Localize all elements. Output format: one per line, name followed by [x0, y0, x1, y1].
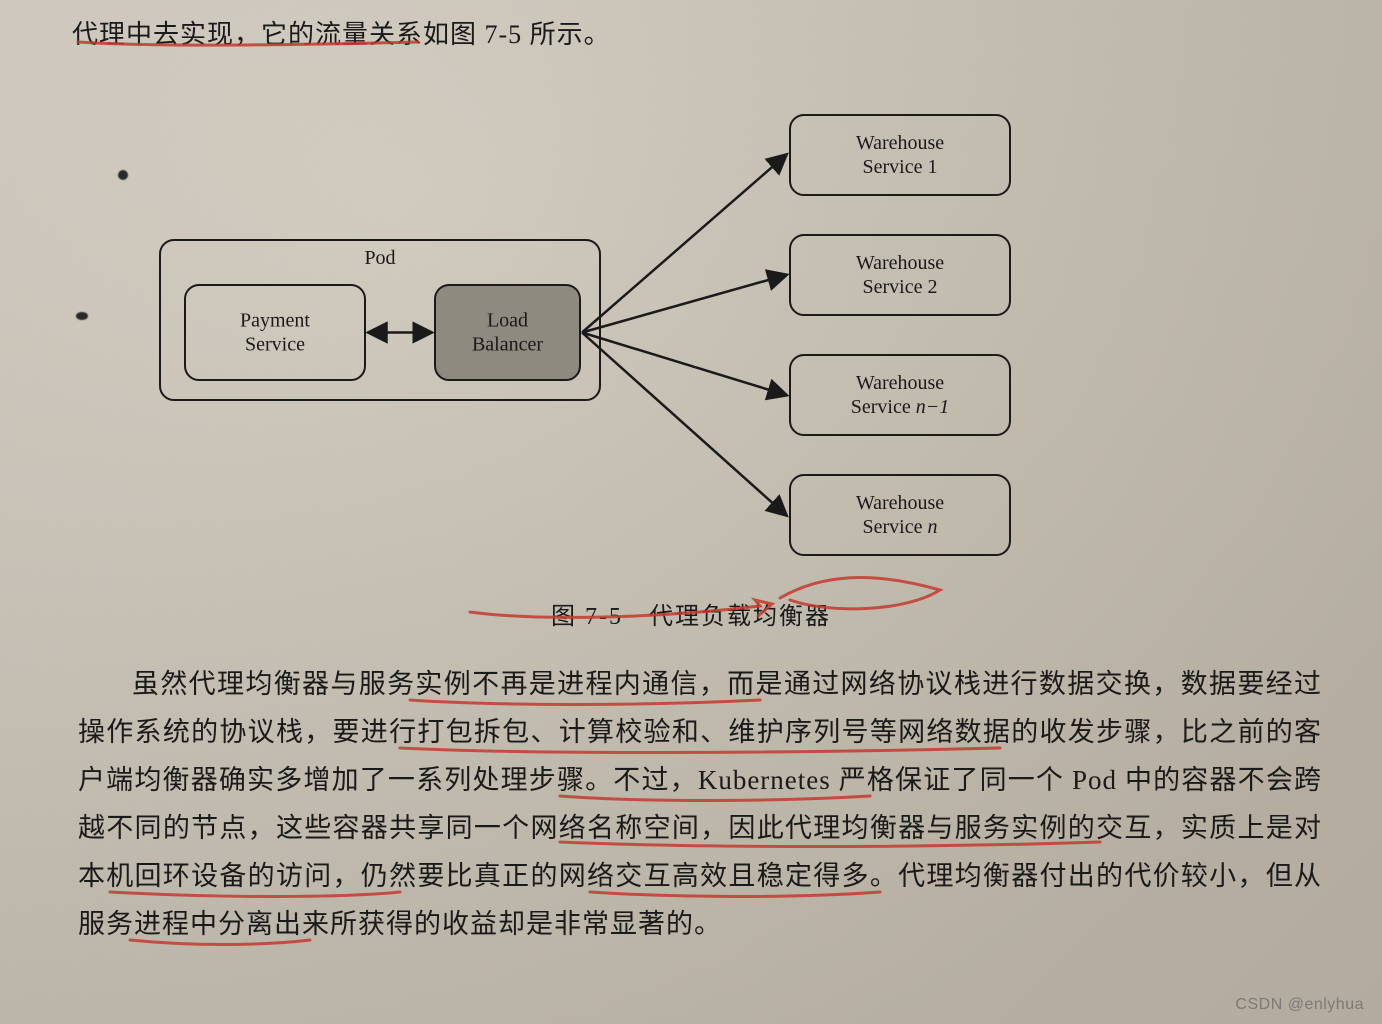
body-paragraph: 虽然代理均衡器与服务实例不再是进程内通信，而是通过网络协议栈进行数据交换，数据要…	[78, 660, 1322, 952]
warehouse-box	[790, 115, 1010, 195]
svg-text:Service n−1: Service n−1	[851, 396, 949, 418]
warehouse-box	[790, 355, 1010, 435]
svg-text:Service: Service	[245, 334, 305, 356]
svg-text:Warehouse: Warehouse	[856, 372, 944, 394]
svg-text:Pod: Pod	[364, 247, 395, 269]
warehouse-box	[790, 235, 1010, 315]
svg-text:Service n: Service n	[863, 516, 938, 538]
svg-text:Warehouse: Warehouse	[856, 132, 944, 154]
svg-text:Service 1: Service 1	[863, 156, 938, 178]
svg-text:Balancer: Balancer	[472, 334, 543, 356]
payment-service-box	[185, 285, 365, 380]
diagram-figure: PodPaymentServiceLoadBalancerWarehouseSe…	[130, 90, 1130, 580]
paragraph-text: 虽然代理均衡器与服务实例不再是进程内通信，而是通过网络协议栈进行数据交换，数据要…	[78, 660, 1322, 948]
intro-line: 代理中去实现，它的流量关系如图 7-5 所示。	[72, 14, 611, 51]
ink-dot	[118, 170, 128, 180]
watermark: CSDN @enlyhua	[1235, 996, 1364, 1014]
load-balancer-box	[435, 285, 580, 380]
svg-text:Load: Load	[487, 310, 528, 332]
figure-caption: 图 7-5 代理负载均衡器	[0, 596, 1382, 631]
warehouse-box	[790, 475, 1010, 555]
svg-text:Warehouse: Warehouse	[856, 492, 944, 514]
svg-text:Service 2: Service 2	[863, 276, 938, 298]
svg-text:Payment: Payment	[240, 310, 310, 332]
page: 代理中去实现，它的流量关系如图 7-5 所示。 PodPaymentServic…	[0, 0, 1382, 1024]
svg-text:Warehouse: Warehouse	[856, 252, 944, 274]
ink-dot	[76, 312, 88, 320]
